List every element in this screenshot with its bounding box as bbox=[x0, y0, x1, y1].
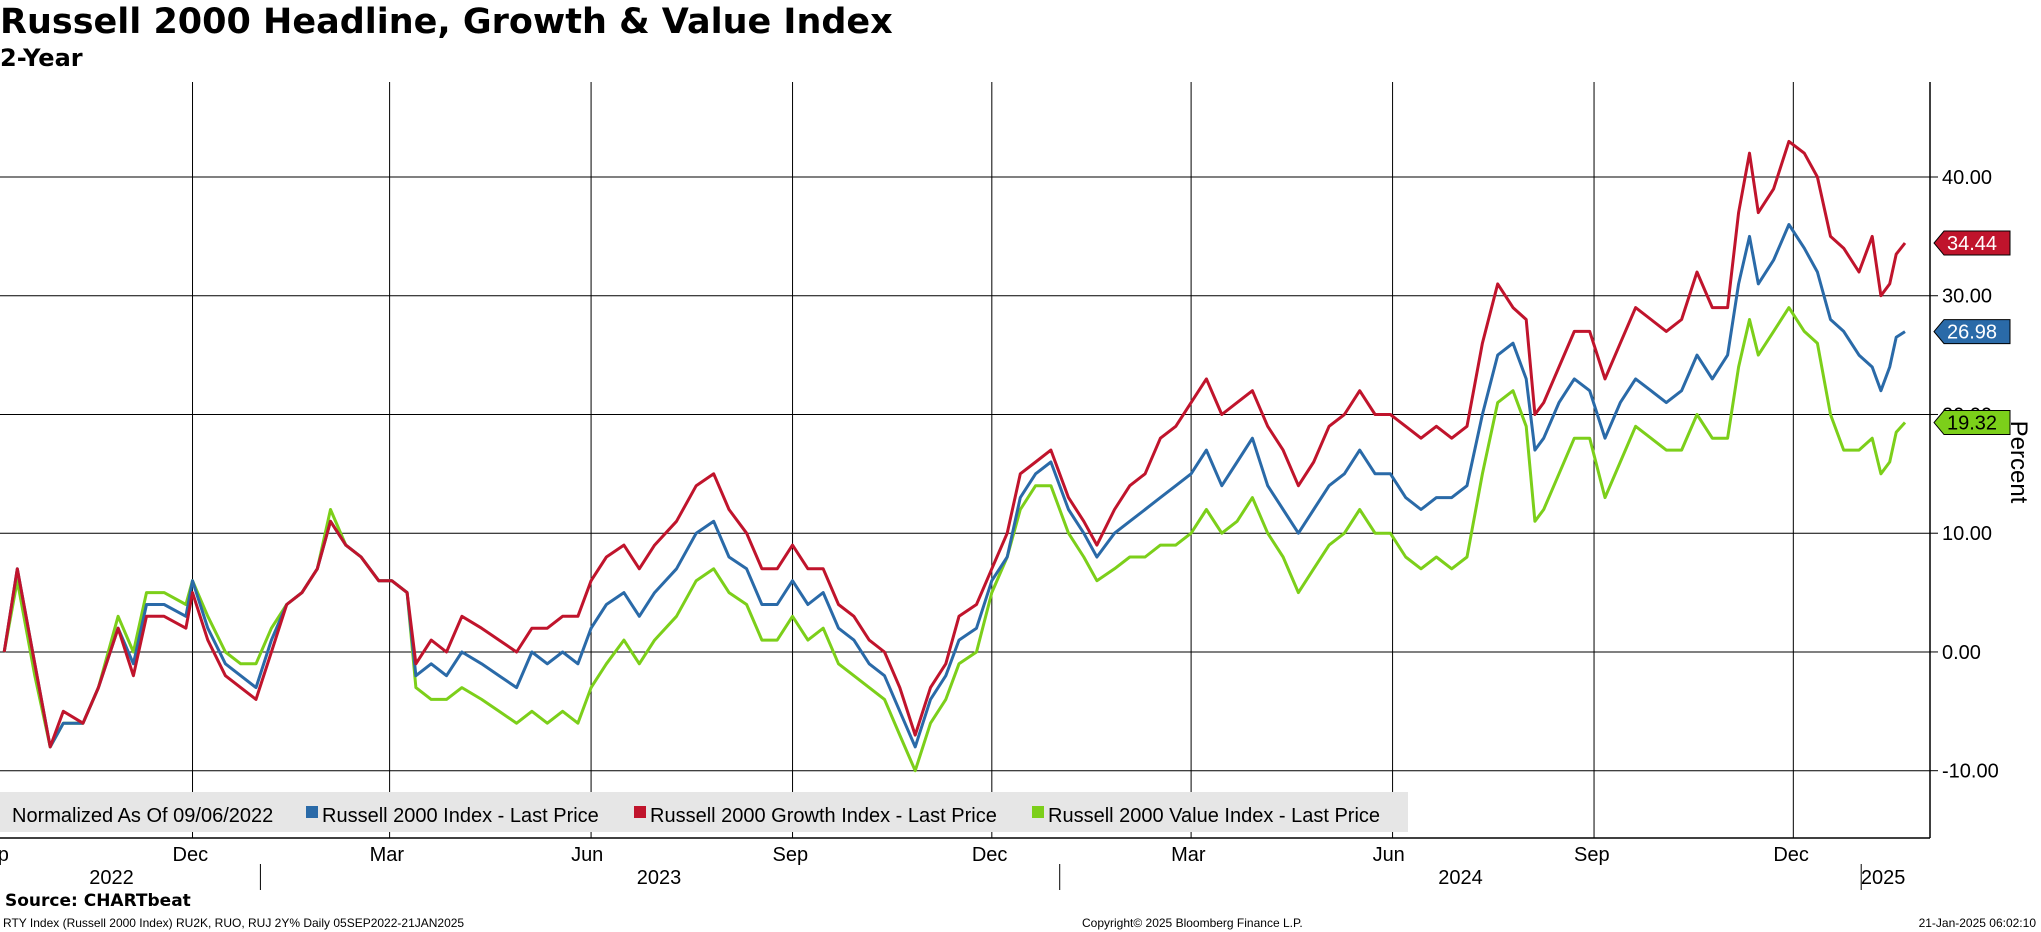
x-month-label: Jun bbox=[571, 844, 603, 866]
legend-label: Russell 2000 Index - Last Price bbox=[322, 805, 599, 827]
x-month-label: Sep bbox=[0, 844, 9, 866]
legend-swatch bbox=[634, 806, 646, 818]
y-tick-label: 10.00 bbox=[1942, 523, 1992, 545]
series-lines bbox=[2, 139, 1907, 773]
x-year-label: 2025 bbox=[1861, 867, 1906, 889]
last-value-text: 34.44 bbox=[1947, 233, 1997, 255]
last-value-tag bbox=[1933, 319, 2011, 345]
source-note: Source: CHARTbeat bbox=[5, 891, 191, 911]
legend-background bbox=[0, 792, 1408, 832]
y-tick-label: -10.00 bbox=[1942, 761, 1999, 783]
chart-title: Russell 2000 Headline, Growth & Value In… bbox=[0, 2, 893, 42]
legend: Normalized As Of 09/06/2022 Russell 2000 … bbox=[0, 792, 1408, 832]
last-value-tag bbox=[1933, 410, 2011, 436]
gridlines bbox=[0, 82, 1930, 838]
series-line bbox=[2, 223, 1906, 749]
last-value-text: 26.98 bbox=[1947, 322, 1997, 344]
legend-swatch bbox=[306, 806, 318, 818]
x-month-label: Dec bbox=[173, 844, 209, 866]
y-tick-label: 40.00 bbox=[1942, 167, 1992, 189]
axes: 40.0030.0020.0010.000.00-10.00SepDecMarJ… bbox=[0, 82, 2032, 890]
legend-swatch bbox=[1032, 806, 1044, 818]
chart-subtitle: 2-Year bbox=[0, 44, 83, 72]
x-month-label: Sep bbox=[1574, 844, 1610, 866]
x-year-label: 2024 bbox=[1438, 867, 1483, 889]
x-month-label: Mar bbox=[1171, 844, 1206, 866]
footer-timestamp: 21-Jan-2025 06:02:10 bbox=[1918, 916, 2036, 930]
footer-ticker-info: RTY Index (Russell 2000 Index) RU2K, RUO… bbox=[3, 916, 465, 930]
x-year-label: 2023 bbox=[637, 867, 682, 889]
x-month-label: Dec bbox=[1773, 844, 1809, 866]
series-line bbox=[2, 139, 1907, 749]
x-month-label: Mar bbox=[370, 844, 405, 866]
y-tick-label: 0.00 bbox=[1942, 642, 1981, 664]
x-month-label: Jun bbox=[1373, 844, 1405, 866]
x-month-label: Dec bbox=[972, 844, 1008, 866]
y-tick-label: 30.00 bbox=[1942, 286, 1992, 308]
legend-note: Normalized As Of 09/06/2022 bbox=[12, 805, 273, 827]
x-month-label: Sep bbox=[773, 844, 809, 866]
footer-copyright: Copyright© 2025 Bloomberg Finance L.P. bbox=[1082, 916, 1303, 930]
x-year-label: 2022 bbox=[89, 867, 134, 889]
legend-label: Russell 2000 Value Index - Last Price bbox=[1048, 805, 1380, 827]
last-value-text: 19.32 bbox=[1947, 413, 1997, 435]
series-line bbox=[2, 306, 1907, 773]
last-value-labels: 26.98 34.44 19.32 bbox=[1933, 230, 2011, 436]
last-value-tag bbox=[1933, 230, 2011, 256]
legend-label: Russell 2000 Growth Index - Last Price bbox=[650, 805, 997, 827]
